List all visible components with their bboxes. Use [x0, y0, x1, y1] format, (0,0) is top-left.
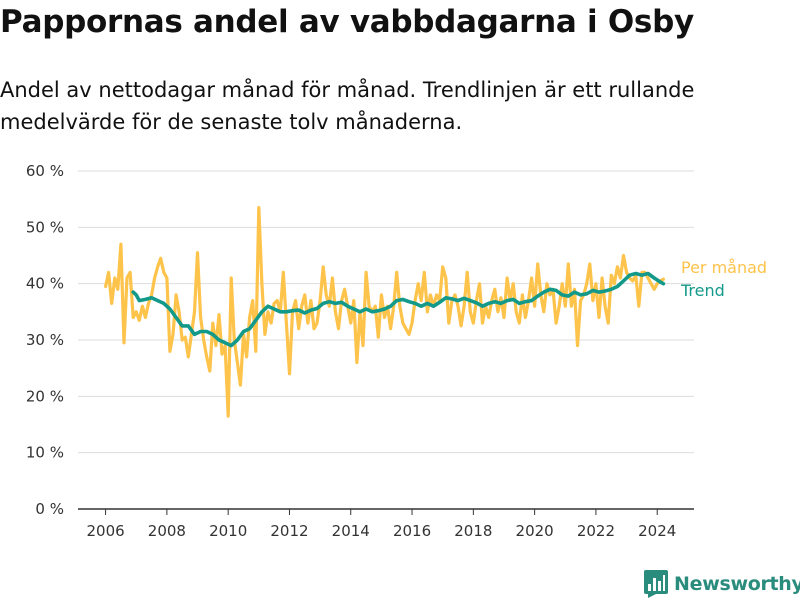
legend: Per månad Trend [680, 258, 767, 300]
legend-label: Trend [680, 281, 725, 300]
x-tick-label: 2020 [516, 522, 554, 540]
x-tick-label: 2022 [577, 522, 615, 540]
y-axis: 0 % 10 % 20 % 30 % 40 % 50 % 60 % [26, 162, 64, 518]
x-tick-label: 2012 [270, 522, 308, 540]
brand: Newsworthy [644, 569, 800, 599]
y-tick-label: 30 % [26, 331, 64, 349]
x-axis: 2006 2008 2010 2012 2014 2016 2018 2020 2022 2024 [86, 509, 676, 540]
y-tick-label: 50 % [26, 218, 64, 236]
x-tick-label: 2010 [209, 522, 247, 540]
legend-label: Per månad [681, 258, 767, 277]
x-tick-label: 2014 [332, 522, 370, 540]
chart-title: Pappornas andel av vabbdagarna i Osby [0, 4, 694, 40]
bar-chart-logo-icon [644, 570, 668, 598]
series-line [104, 206, 665, 418]
y-tick-label: 60 % [26, 162, 64, 180]
brand-name: Newsworthy [674, 573, 800, 595]
x-tick-label: 2024 [638, 522, 676, 540]
y-tick-label: 0 % [35, 500, 64, 518]
series-lines [104, 206, 666, 418]
y-tick-label: 10 % [26, 444, 64, 462]
y-tick-label: 40 % [26, 275, 64, 293]
x-tick-label: 2016 [393, 522, 431, 540]
x-tick-label: 2006 [86, 522, 124, 540]
series-line [131, 271, 666, 348]
y-tick-label: 20 % [26, 387, 64, 405]
x-tick-label: 2018 [454, 522, 492, 540]
chart-subtitle: Andel av nettodagar månad för månad. Tre… [0, 78, 695, 134]
x-tick-label: 2008 [148, 522, 186, 540]
